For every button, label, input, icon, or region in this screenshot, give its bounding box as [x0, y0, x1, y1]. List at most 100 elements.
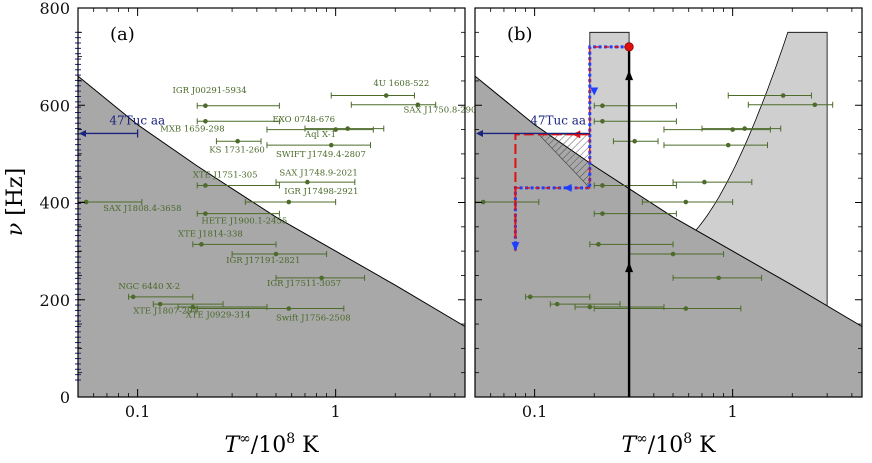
panel-label: (b)	[507, 24, 533, 45]
data-marker	[319, 275, 324, 281]
data-marker	[600, 103, 605, 109]
data-marker	[286, 306, 292, 311]
source-label: EXO 0748-676	[273, 115, 336, 125]
data-marker	[203, 118, 208, 124]
source-label: XTE J1814-338	[178, 230, 243, 240]
data-marker	[203, 103, 208, 109]
data-point	[593, 305, 742, 312]
data-point	[593, 102, 677, 109]
data-marker	[600, 183, 605, 188]
y-tick-label: 0	[60, 388, 70, 407]
track-arrow-head	[625, 262, 634, 273]
source-label: IGR J17498-2921	[284, 187, 358, 197]
data-marker	[199, 242, 204, 247]
data-marker	[273, 251, 279, 257]
data-point	[727, 92, 812, 99]
x-tick-label: 1	[728, 402, 738, 421]
tuc-arrow-head	[79, 129, 86, 137]
data-point	[196, 118, 280, 125]
data-point	[196, 102, 280, 109]
data-marker	[415, 102, 421, 108]
source-label: Swift J1756-2508	[276, 314, 351, 324]
evolution-path-red	[514, 46, 630, 252]
tuc-arrow-head	[476, 129, 483, 137]
data-marker	[480, 199, 486, 205]
data-point	[574, 304, 665, 311]
source-label: XTE J0929-314	[186, 310, 251, 320]
panel-label: (a)	[110, 24, 135, 45]
data-point	[612, 138, 659, 145]
source-label: NGC 6440 X-2	[118, 282, 180, 292]
data-marker	[286, 199, 292, 205]
data-point	[266, 142, 372, 149]
data-point	[152, 301, 224, 308]
y-tick-label: 200	[39, 291, 70, 310]
data-marker	[203, 211, 208, 216]
source-label: SAX J1808.4-3658	[103, 204, 181, 214]
source-label: XTE J1751-305	[193, 171, 258, 181]
data-marker	[716, 275, 721, 281]
data-marker	[345, 126, 350, 131]
instability-curve	[474, 75, 863, 327]
data-point	[663, 126, 771, 133]
data-marker	[600, 118, 605, 124]
data-marker	[554, 301, 560, 307]
branch-arrow-head	[572, 130, 581, 139]
data-point	[593, 182, 677, 189]
data-point	[196, 182, 280, 189]
data-point	[177, 304, 268, 311]
data-point	[525, 293, 591, 300]
path-arrow-head	[511, 242, 520, 252]
source-label: IGR J17511-3057	[267, 279, 341, 289]
data-point	[593, 118, 677, 125]
instability-region	[78, 76, 465, 397]
source-label: HETE J1900.1-2455	[201, 216, 287, 226]
data-point	[549, 301, 621, 308]
data-marker	[190, 304, 196, 310]
data-point	[672, 274, 763, 281]
data-marker	[235, 138, 240, 144]
data-point	[266, 126, 374, 133]
data-marker	[596, 242, 601, 247]
data-marker	[670, 251, 676, 257]
data-marker	[780, 93, 786, 98]
data-point	[474, 199, 540, 206]
data-marker	[305, 179, 310, 185]
data-point	[231, 251, 328, 258]
data-point	[672, 179, 753, 186]
source-label: IGR J17191-2821	[226, 256, 300, 266]
data-marker	[702, 179, 707, 185]
data-marker	[683, 306, 689, 311]
data-marker	[527, 294, 533, 300]
panel-b: 47Tuc aa 0.1 1 (b) T∞/108 K	[474, 7, 863, 458]
data-marker	[130, 294, 136, 300]
source-label: MXB 1659-298	[160, 125, 224, 135]
track-arrow-head	[625, 70, 634, 81]
source-label: 4U 1608-522	[373, 79, 429, 89]
data-point	[350, 101, 437, 108]
panel-a: 4U 1608-522 SAX J1750.8-2900 IGR J00291-59…	[3, 0, 482, 458]
source-label: KS 1731-260	[209, 145, 265, 155]
data-marker	[742, 126, 747, 131]
data-marker	[683, 199, 689, 205]
y-tick-label: 600	[39, 96, 70, 115]
data-point	[589, 241, 674, 248]
y-tick-label: 800	[39, 0, 70, 18]
data-point	[663, 142, 769, 149]
instability-curve	[77, 75, 466, 327]
evolution-branch-red	[514, 133, 590, 252]
data-marker	[333, 127, 338, 132]
data-marker	[203, 183, 208, 188]
source-label: SAX J1748.9-2021	[279, 168, 357, 178]
data-marker	[383, 93, 389, 98]
x-tick-label: 1	[331, 402, 341, 421]
data-marker	[83, 199, 89, 205]
x-tick-label: 0.1	[522, 402, 547, 421]
path-arrow-head	[563, 183, 572, 192]
data-marker	[725, 142, 731, 148]
source-label: XTE J1807-294	[133, 306, 198, 316]
data-marker	[328, 142, 334, 148]
data-point	[330, 92, 415, 99]
data-marker	[600, 211, 605, 216]
